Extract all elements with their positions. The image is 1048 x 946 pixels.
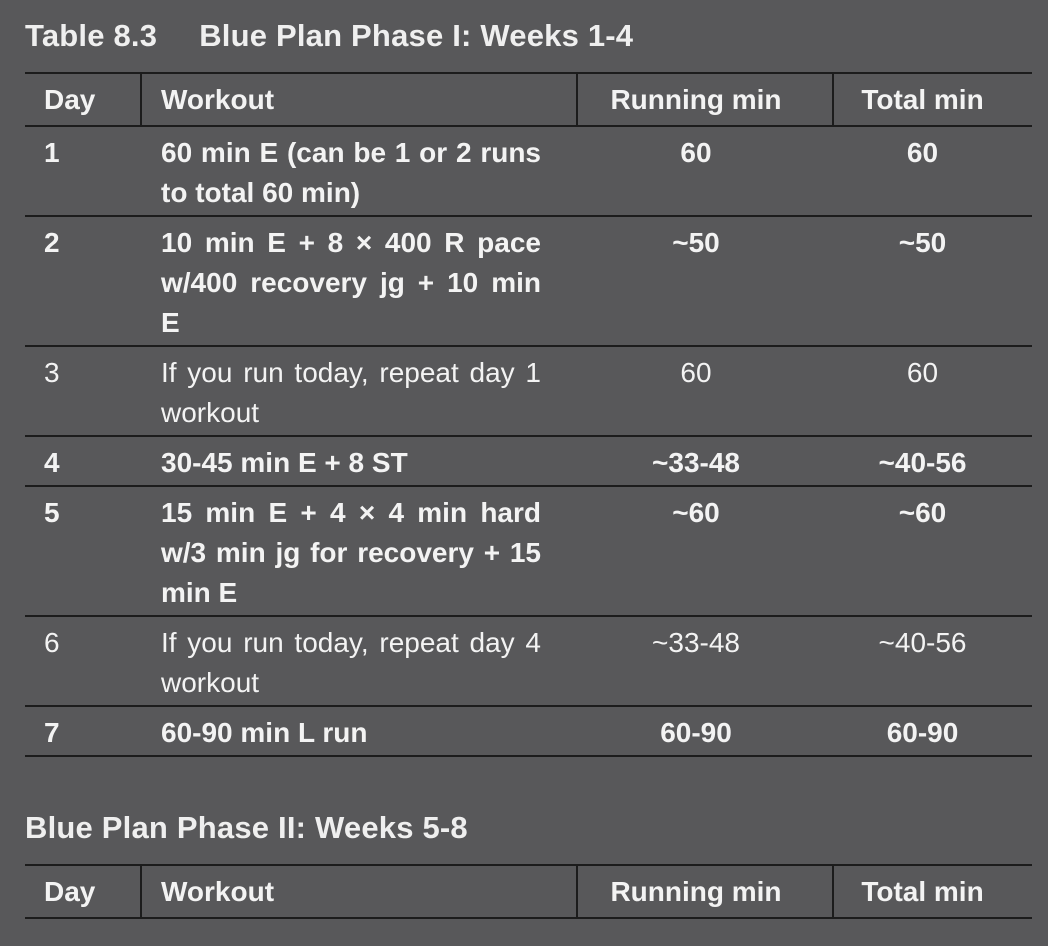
cell-workout: 15 min E + 4 × 4 min hard w/3 min jg for…	[161, 497, 541, 608]
table-row-divider	[25, 615, 1032, 617]
cell-workout: 10 min E + 8 × 400 R pace w/400 recovery…	[161, 227, 541, 338]
table-row-divider	[25, 485, 1032, 487]
cell-running-min: ~33-48	[652, 627, 740, 658]
table1-title: Table 8.3 Blue Plan Phase I: Weeks 1-4	[25, 18, 633, 54]
header-workout: Workout	[161, 876, 275, 907]
cell-total-min: 60-90	[886, 717, 959, 748]
cell-day: 3	[44, 357, 60, 388]
cell-total-min: ~40-56	[878, 447, 967, 478]
table-row-divider	[25, 705, 1032, 707]
cell-workout: 30-45 min E + 8 ST	[161, 447, 408, 478]
table-title-text: Blue Plan Phase I: Weeks 1-4	[199, 18, 634, 53]
header-total-min: Total min	[861, 84, 984, 115]
header-divider	[832, 72, 834, 127]
cell-running-min: ~60	[672, 497, 720, 528]
cell-running-min: ~50	[672, 227, 720, 258]
cell-day: 7	[44, 717, 60, 748]
cell-running-min: 60-90	[660, 717, 732, 748]
table2: Day Workout Running min Total min	[25, 864, 1032, 924]
cell-day: 6	[44, 627, 60, 658]
table-row-divider	[25, 215, 1032, 217]
table-row-divider	[25, 435, 1032, 437]
table-number: Table 8.3	[25, 18, 158, 53]
cell-day: 4	[44, 447, 60, 478]
header-divider	[140, 72, 142, 127]
cell-day: 2	[44, 227, 60, 258]
cell-running-min: ~33-48	[652, 447, 740, 478]
cell-day: 5	[44, 497, 60, 528]
cell-workout: If you run today, repeat day 1 workout	[161, 357, 541, 428]
header-running-min: Running min	[610, 84, 782, 115]
header-divider	[140, 864, 142, 919]
table-rule	[25, 864, 1032, 866]
header-day: Day	[44, 84, 96, 115]
cell-total-min: ~40-56	[878, 627, 967, 658]
table-rule	[25, 125, 1032, 127]
header-divider	[576, 864, 578, 919]
cell-workout: 60 min E (can be 1 or 2 runs to total 60…	[161, 137, 541, 208]
cell-workout: 60-90 min L run	[161, 717, 368, 748]
cell-running-min: 60	[680, 357, 712, 388]
header-day: Day	[44, 876, 96, 907]
cell-workout: If you run today, repeat day 4 workout	[161, 627, 541, 698]
table-rule	[25, 72, 1032, 74]
header-workout: Workout	[161, 84, 275, 115]
table1: Day Workout Running min Total min 1 60 m…	[25, 72, 1032, 758]
header-divider	[832, 864, 834, 919]
table-row-divider	[25, 345, 1032, 347]
header-total-min: Total min	[861, 876, 984, 907]
header-running-min: Running min	[610, 876, 782, 907]
cell-total-min: ~50	[898, 227, 947, 258]
cell-total-min: ~60	[898, 497, 947, 528]
cell-day: 1	[44, 137, 60, 168]
cell-total-min: 60	[906, 357, 939, 388]
table2-title: Blue Plan Phase II: Weeks 5-8	[25, 810, 468, 845]
header-divider	[576, 72, 578, 127]
table-rule	[25, 755, 1032, 757]
table-rule	[25, 917, 1032, 919]
cell-total-min: 60	[906, 137, 939, 168]
cell-running-min: 60	[680, 137, 712, 168]
